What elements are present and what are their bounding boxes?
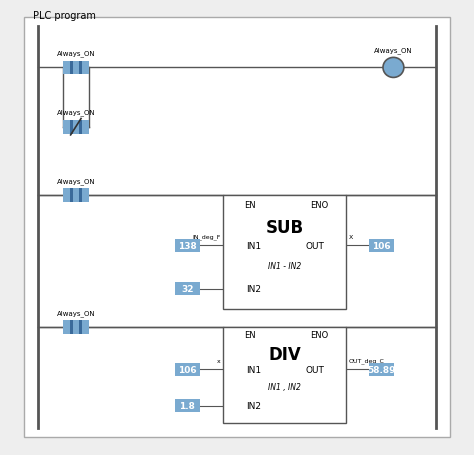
Bar	[63, 121, 89, 134]
Text: ENO: ENO	[310, 200, 328, 209]
Bar	[79, 189, 82, 202]
Text: DIV: DIV	[268, 345, 301, 364]
Bar	[369, 363, 394, 376]
Bar	[63, 61, 89, 75]
Text: X: X	[348, 234, 353, 239]
Circle shape	[383, 58, 404, 78]
Bar	[175, 363, 200, 376]
Text: Always_ON: Always_ON	[374, 47, 413, 54]
Text: IN2: IN2	[246, 401, 261, 410]
Text: IN1 - IN2: IN1 - IN2	[268, 262, 301, 271]
Bar	[175, 399, 200, 412]
Text: EN: EN	[244, 331, 255, 340]
Bar	[79, 321, 82, 334]
Text: 32: 32	[181, 284, 193, 293]
Text: 106: 106	[372, 241, 391, 250]
Text: 106: 106	[178, 365, 197, 374]
Text: IN1: IN1	[246, 365, 261, 374]
Text: OUT: OUT	[306, 365, 325, 374]
Bar	[223, 328, 346, 423]
Text: Always_ON: Always_ON	[56, 50, 95, 57]
Text: PLC program: PLC program	[33, 11, 96, 21]
Bar	[175, 239, 200, 252]
Bar	[79, 121, 82, 134]
Text: IN_deg_F: IN_deg_F	[192, 234, 220, 240]
Text: 58.89: 58.89	[367, 365, 396, 374]
Text: SUB: SUB	[265, 218, 303, 237]
Bar	[70, 121, 73, 134]
Text: EN: EN	[244, 200, 255, 209]
Text: Always_ON: Always_ON	[56, 177, 95, 184]
Bar	[70, 321, 73, 334]
Text: IN1 , IN2: IN1 , IN2	[268, 382, 301, 391]
Text: ENO: ENO	[310, 331, 328, 340]
Bar	[223, 196, 346, 309]
Bar	[79, 61, 82, 75]
Bar	[369, 239, 394, 252]
Bar	[63, 321, 89, 334]
Text: 1.8: 1.8	[179, 401, 195, 410]
Text: Always_ON: Always_ON	[56, 309, 95, 316]
Text: Always_ON: Always_ON	[56, 109, 95, 116]
Text: IN1: IN1	[246, 241, 261, 250]
Text: 138: 138	[178, 241, 197, 250]
Bar	[70, 189, 73, 202]
Text: x: x	[217, 358, 220, 363]
Text: OUT: OUT	[306, 241, 325, 250]
Bar	[70, 61, 73, 75]
Text: IN2: IN2	[246, 284, 261, 293]
Text: OUT_deg_C: OUT_deg_C	[348, 358, 384, 364]
Bar	[63, 189, 89, 202]
Bar	[175, 283, 200, 295]
